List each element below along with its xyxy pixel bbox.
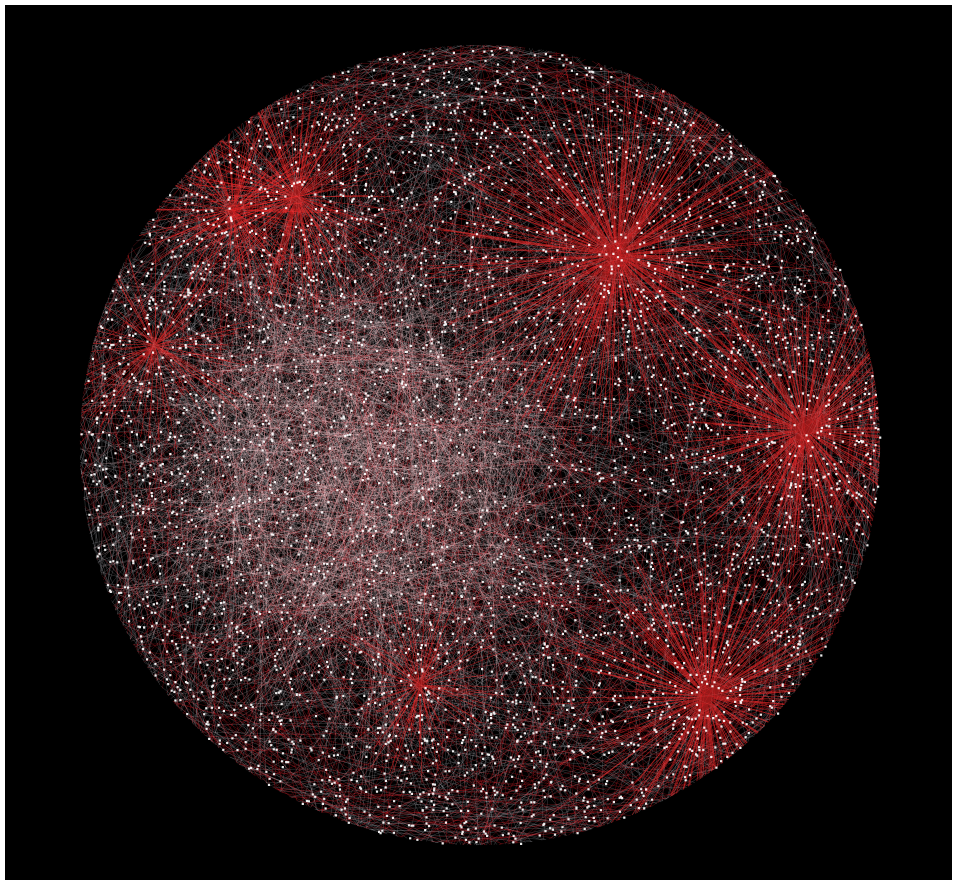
hub-edges <box>80 236 258 450</box>
hub-edges <box>322 585 515 784</box>
hub-edges <box>139 106 342 318</box>
hub-edges <box>417 67 812 455</box>
network-graph <box>5 5 952 880</box>
hub-edges <box>180 91 405 316</box>
hub-edges <box>540 528 839 824</box>
network-view <box>5 5 952 880</box>
